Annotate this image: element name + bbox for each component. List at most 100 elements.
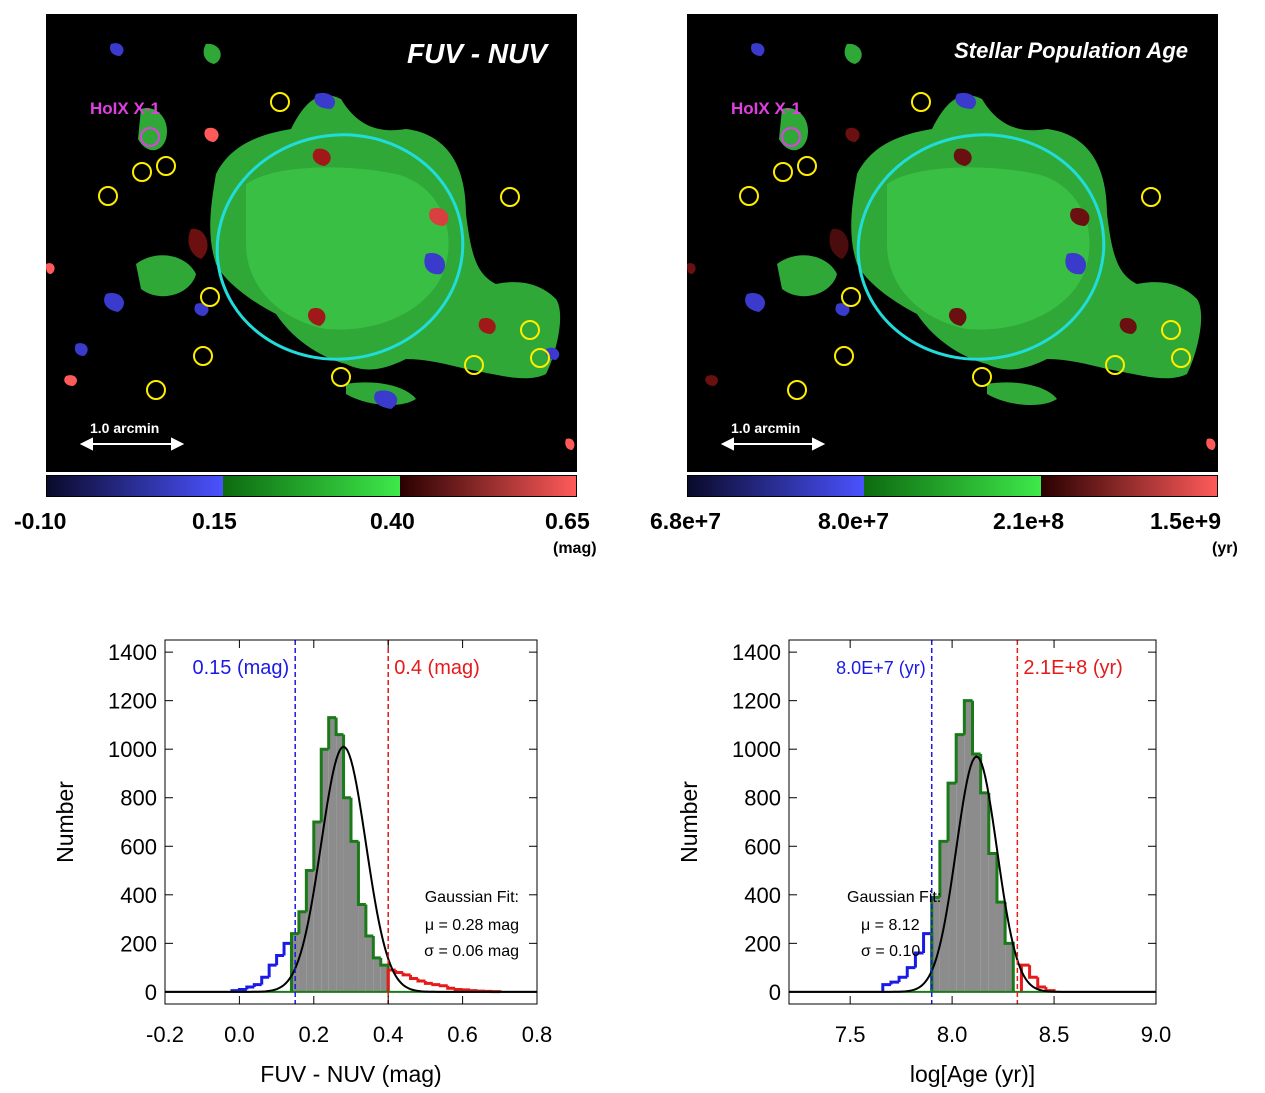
histogram-bar	[373, 957, 381, 992]
y-tick-label: 0	[145, 980, 157, 1005]
x-axis-label: log[Age (yr)]	[910, 1061, 1035, 1087]
map-title: Stellar Population Age	[954, 38, 1188, 63]
fuv-nuv-map-image	[46, 43, 575, 451]
y-tick-label: 200	[744, 931, 781, 956]
colorbar-tick: 0.15	[192, 508, 237, 534]
y-tick-label: 800	[120, 786, 157, 811]
fit-annotation-mu: μ = 0.28 mag	[425, 917, 519, 934]
histogram-bar	[956, 734, 965, 992]
histogram-bar	[931, 897, 940, 992]
histogram-bar	[321, 749, 329, 992]
threshold-label: 0.15 (mag)	[192, 657, 289, 679]
colorbar-unit: (yr)	[1212, 540, 1238, 557]
y-axis-label: Number	[52, 781, 78, 863]
fit-annotation-sigma: σ = 0.10	[861, 943, 920, 960]
y-tick-label: 1400	[108, 640, 157, 665]
colorbar-segment-green	[864, 476, 1041, 496]
high-range-outline	[1019, 963, 1056, 993]
scale-bar-label: 1.0 arcmin	[731, 420, 801, 436]
y-tick-label: 400	[744, 883, 781, 908]
fuv-nuv-histogram: 0.15 (mag) 0.4 (mag) 0 200 400 600 800 1000 1200…	[52, 639, 552, 1087]
y-tick-label: 800	[744, 786, 781, 811]
x-tick-label: 0.2	[299, 1022, 330, 1047]
fit-annotation-mu: μ = 8.12	[861, 917, 920, 934]
x-tick-label: 7.5	[835, 1022, 866, 1047]
histogram-bar	[365, 936, 374, 992]
histogram-bar	[972, 754, 981, 992]
hoix-x1-circle	[140, 127, 160, 147]
age-histogram: 8.0E+7 (yr) 2.1E+8 (yr) 0 200 400 600 800 1000 1…	[676, 639, 1172, 1087]
x-axis-label: FUV - NUV (mag)	[260, 1061, 441, 1087]
y-tick-label: 1200	[732, 689, 781, 714]
scale-bar-arrow	[720, 437, 826, 451]
y-tick-label: 0	[769, 980, 781, 1005]
colorbar-tick: 8.0e+7	[818, 508, 889, 534]
y-tick-label: 600	[744, 834, 781, 859]
high-range-outline	[386, 968, 502, 994]
x-tick-label: 0.0	[224, 1022, 255, 1047]
scale-bar-label: 1.0 arcmin	[90, 420, 160, 436]
threshold-label: 0.4 (mag)	[394, 657, 480, 679]
histogram-bar	[306, 870, 314, 992]
y-tick-label: 200	[120, 931, 157, 956]
fuv-nuv-map: FUV - NUV HoIX X-1 1.0 arcmin	[46, 14, 577, 472]
colorbar-segment-green	[223, 476, 400, 496]
colorbar-tick: -0.10	[14, 508, 67, 534]
x-tick-label: -0.2	[146, 1022, 184, 1047]
histogram-bar	[996, 902, 1006, 992]
colorbar-unit: (mag)	[553, 540, 597, 557]
histogram-bar	[988, 853, 997, 992]
histogram-bar	[358, 904, 366, 992]
histogram-bar	[298, 911, 307, 992]
x-tick-label: 0.4	[373, 1022, 404, 1047]
age-map-image	[687, 43, 1216, 451]
galaxy-ellipse	[215, 133, 465, 361]
gaussian-fit-curve	[789, 755, 1156, 993]
fit-annotation-title: Gaussian Fit:	[425, 889, 519, 906]
y-axis-label: Number	[676, 781, 702, 863]
histogram-bar	[380, 965, 389, 992]
low-range-outline	[881, 932, 934, 992]
histogram-bar	[351, 841, 359, 992]
hoix-x1-label: HoIX X-1	[731, 99, 801, 118]
colorbar-segment-blue	[688, 476, 865, 496]
source-circles	[739, 92, 1191, 400]
source-circles	[98, 92, 550, 400]
scale-bar-arrow	[79, 437, 185, 451]
histogram-bar	[1005, 943, 1014, 992]
histogram-bar	[328, 717, 337, 992]
y-tick-label: 400	[120, 883, 157, 908]
x-tick-label: 8.0	[937, 1022, 968, 1047]
y-tick-label: 600	[120, 834, 157, 859]
galaxy-ellipse	[856, 133, 1106, 361]
threshold-label: 2.1E+8 (yr)	[1023, 657, 1122, 679]
x-tick-label: 0.6	[447, 1022, 478, 1047]
colorbar-segment-red	[1040, 476, 1217, 496]
x-tick-label: 8.5	[1039, 1022, 1070, 1047]
histogram-bar	[343, 797, 351, 992]
hoix-x1-label: HoIX X-1	[90, 99, 160, 118]
fuv-nuv-colorbar	[46, 475, 577, 497]
colorbar-segment-red	[399, 476, 576, 496]
fit-annotation-title: Gaussian Fit:	[847, 889, 941, 906]
map-title: FUV - NUV	[407, 38, 547, 69]
fit-annotation-sigma: σ = 0.06 mag	[424, 943, 519, 960]
plot-frame	[164, 639, 538, 1005]
colorbar-tick: 0.40	[370, 508, 415, 534]
histogram-bar	[939, 841, 949, 992]
colorbar-tick: 2.1e+8	[993, 508, 1064, 534]
age-colorbar	[687, 475, 1218, 497]
age-map: Stellar Population Age HoIX X-1 1.0 arcm…	[687, 14, 1218, 472]
colorbar-tick: 6.8e+7	[650, 508, 721, 534]
y-tick-label: 1000	[732, 737, 781, 762]
y-tick-label: 1200	[108, 689, 157, 714]
colorbar-segment-blue	[47, 476, 224, 496]
low-range-outline	[230, 941, 293, 993]
y-tick-label: 1000	[108, 737, 157, 762]
x-tick-label: 9.0	[1141, 1022, 1172, 1047]
in-range-outline	[289, 716, 390, 992]
histogram-bar	[948, 783, 957, 992]
histogram-bar	[980, 792, 989, 992]
gaussian-fit-curve	[165, 745, 537, 993]
y-tick-label: 1400	[732, 640, 781, 665]
